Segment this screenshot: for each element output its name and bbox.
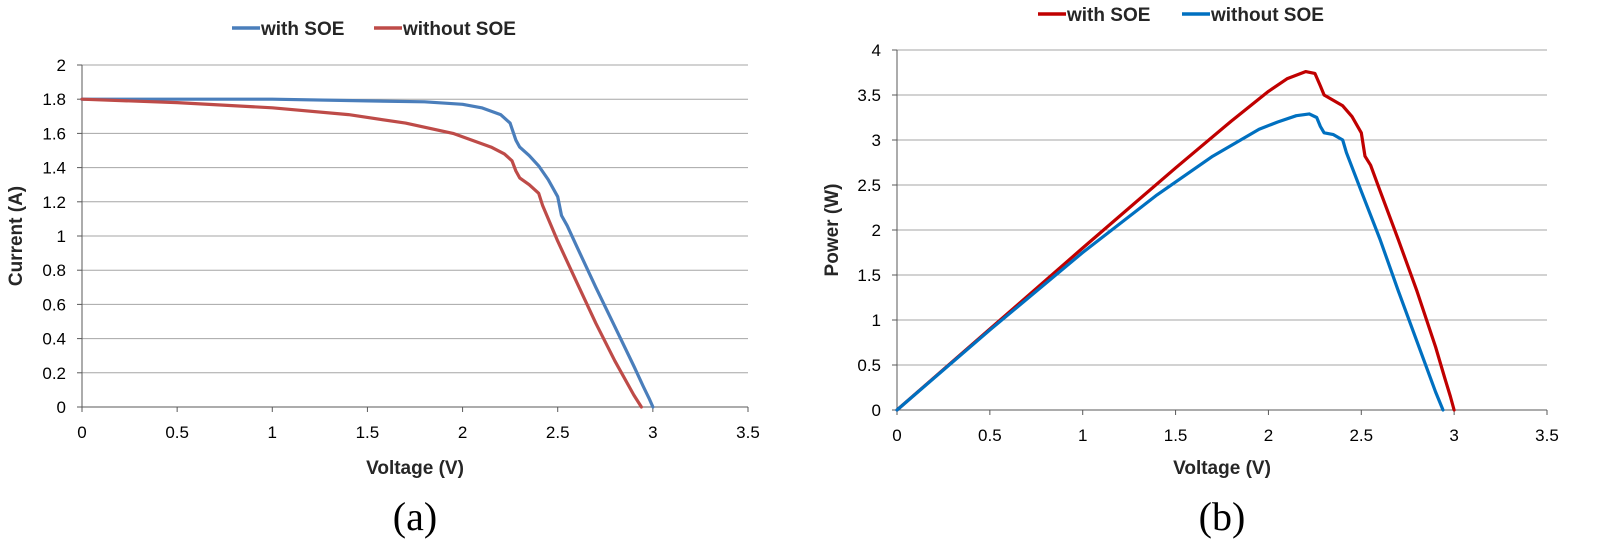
x-tick-label: 1 — [1078, 426, 1087, 445]
x-tick-label: 2 — [458, 423, 467, 442]
y-tick-label: 1.5 — [857, 266, 881, 285]
y-tick-label: 0.5 — [857, 356, 881, 375]
x-tick-label: 3 — [648, 423, 657, 442]
chart-b-power-voltage: 0 0.5 1 1.5 2 2.5 3 3.5 4 0 0.5 1 1.5 2 2.5 3 3.5 with SO… — [822, 5, 1559, 539]
y-tick-label: 2 — [872, 221, 881, 240]
y-tick-label: 0.6 — [42, 295, 66, 314]
legend-label: with SOE — [1066, 5, 1150, 26]
x-tick-label: 0 — [77, 423, 86, 442]
panel-label: (a) — [393, 494, 437, 539]
x-tick-label: 3.5 — [736, 423, 760, 442]
series-line-without-soe — [80, 97, 643, 409]
series-line-with-soe — [80, 97, 655, 409]
panel-label: (b) — [1199, 494, 1246, 539]
y-axis-title: Current (A) — [6, 186, 27, 286]
x-tick-label: 2.5 — [546, 423, 570, 442]
y-tick-label: 1 — [872, 311, 881, 330]
x-tick-label: 1.5 — [1164, 426, 1188, 445]
y-tick-label: 3 — [872, 131, 881, 150]
x-tick-label: 0.5 — [978, 426, 1002, 445]
y-tick-label: 1 — [57, 227, 66, 246]
series-line-without-soe — [895, 112, 1445, 412]
x-axis-title: Voltage (V) — [1173, 458, 1271, 479]
y-tick-label: 0.8 — [42, 261, 66, 280]
legend-label: without SOE — [1210, 5, 1324, 26]
series-line-with-soe — [895, 70, 1456, 412]
legend-label: with SOE — [260, 19, 344, 40]
y-tick-label: 1.8 — [42, 90, 66, 109]
y-tick-label: 1.2 — [42, 193, 66, 212]
x-tick-label: 2 — [1264, 426, 1273, 445]
x-tick-label: 0 — [892, 426, 901, 445]
x-tick-label: 3 — [1449, 426, 1458, 445]
y-tick-label: 0.2 — [42, 364, 66, 383]
y-tick-label: 2.5 — [857, 176, 881, 195]
y-tick-label: 0 — [872, 401, 881, 420]
x-tick-label: 3.5 — [1535, 426, 1559, 445]
y-tick-label: 2 — [57, 56, 66, 75]
y-tick-label: 1.6 — [42, 124, 66, 143]
x-tick-label: 1 — [268, 423, 277, 442]
x-tick-label: 0.5 — [165, 423, 189, 442]
chart-a-current-voltage: 0 0.2 0.4 0.6 0.8 1 1.2 1.4 1.6 1.8 2 0 0.5 1 1.5 2 2.5 3… — [6, 19, 760, 539]
y-tick-label: 0 — [57, 398, 66, 417]
x-tick-label: 1.5 — [356, 423, 380, 442]
y-tick-label: 1.4 — [42, 159, 66, 178]
y-axis-title: Power (W) — [822, 184, 843, 277]
x-axis-title: Voltage (V) — [366, 458, 464, 479]
y-tick-label: 3.5 — [857, 86, 881, 105]
y-tick-label: 0.4 — [42, 330, 66, 349]
y-tick-label: 4 — [872, 41, 881, 60]
legend-label: without SOE — [402, 19, 516, 40]
x-tick-label: 2.5 — [1349, 426, 1373, 445]
